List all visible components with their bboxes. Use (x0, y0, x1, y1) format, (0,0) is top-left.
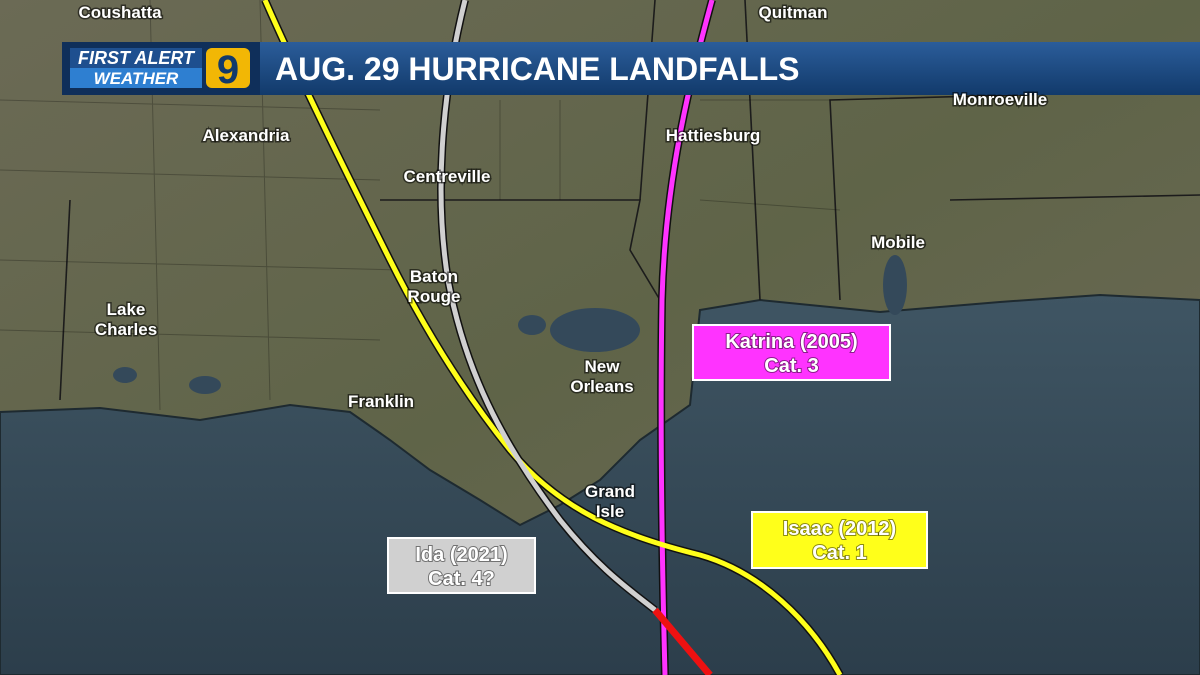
cities: Coushatta Winnsboro Quitman Monroeville Alex… (77, 0, 1049, 523)
logo-bottom: WEATHER (94, 69, 179, 88)
logo-bottom-bg (70, 68, 202, 88)
storm-category: Cat. 1 (812, 542, 866, 564)
city-label: Rouge (408, 287, 461, 306)
lake (113, 367, 137, 383)
city-label: New (585, 357, 621, 376)
gulf (0, 293, 1200, 675)
lake (189, 376, 221, 394)
storm-name: Ida (2021) (415, 544, 507, 566)
city-label: Quitman (759, 3, 828, 22)
city-label: Mobile (871, 233, 925, 252)
storm-category: Cat. 3 (764, 355, 818, 377)
city-label: Orleans (570, 377, 633, 396)
storm-labels: Katrina (2005)Cat. 3 Isaac (2012)Cat. 1 Id… (387, 324, 928, 594)
city-label: Lake (107, 300, 146, 319)
storm-box (751, 511, 928, 569)
city-label: Franklin (348, 392, 414, 411)
storm-name: Katrina (2005) (725, 331, 857, 353)
city-label: Isle (596, 502, 624, 521)
bay (883, 255, 907, 315)
parish-lines (0, 0, 841, 411)
track (262, 0, 843, 675)
title: AUG. 29 HURRICANE LANDFALLS (275, 51, 799, 87)
storm-box (387, 537, 536, 594)
logo-number: 9 (217, 48, 239, 92)
storm-name: Isaac (2012) (783, 518, 896, 540)
city-label: Centreville (404, 167, 491, 186)
city-label: Grand (585, 482, 635, 501)
city-label: Hattiesburg (666, 126, 760, 145)
city-label: Baton (410, 267, 458, 286)
storm-category: Cat. 4? (428, 568, 495, 590)
lake (518, 315, 546, 335)
city-label: Monroeville (953, 90, 1047, 109)
track (438, 0, 657, 612)
city-label: Coushatta (78, 3, 162, 22)
city-label: Alexandria (203, 126, 290, 145)
logo-top: FIRST ALERT (78, 48, 196, 68)
logo-number-bg (206, 48, 250, 88)
storm-box (692, 324, 891, 381)
city-label: Charles (95, 320, 157, 339)
forecast-track (652, 607, 713, 675)
city-label: Winnsboro (298, 0, 387, 2)
lake (550, 308, 640, 352)
logo-top-bg (70, 48, 202, 68)
